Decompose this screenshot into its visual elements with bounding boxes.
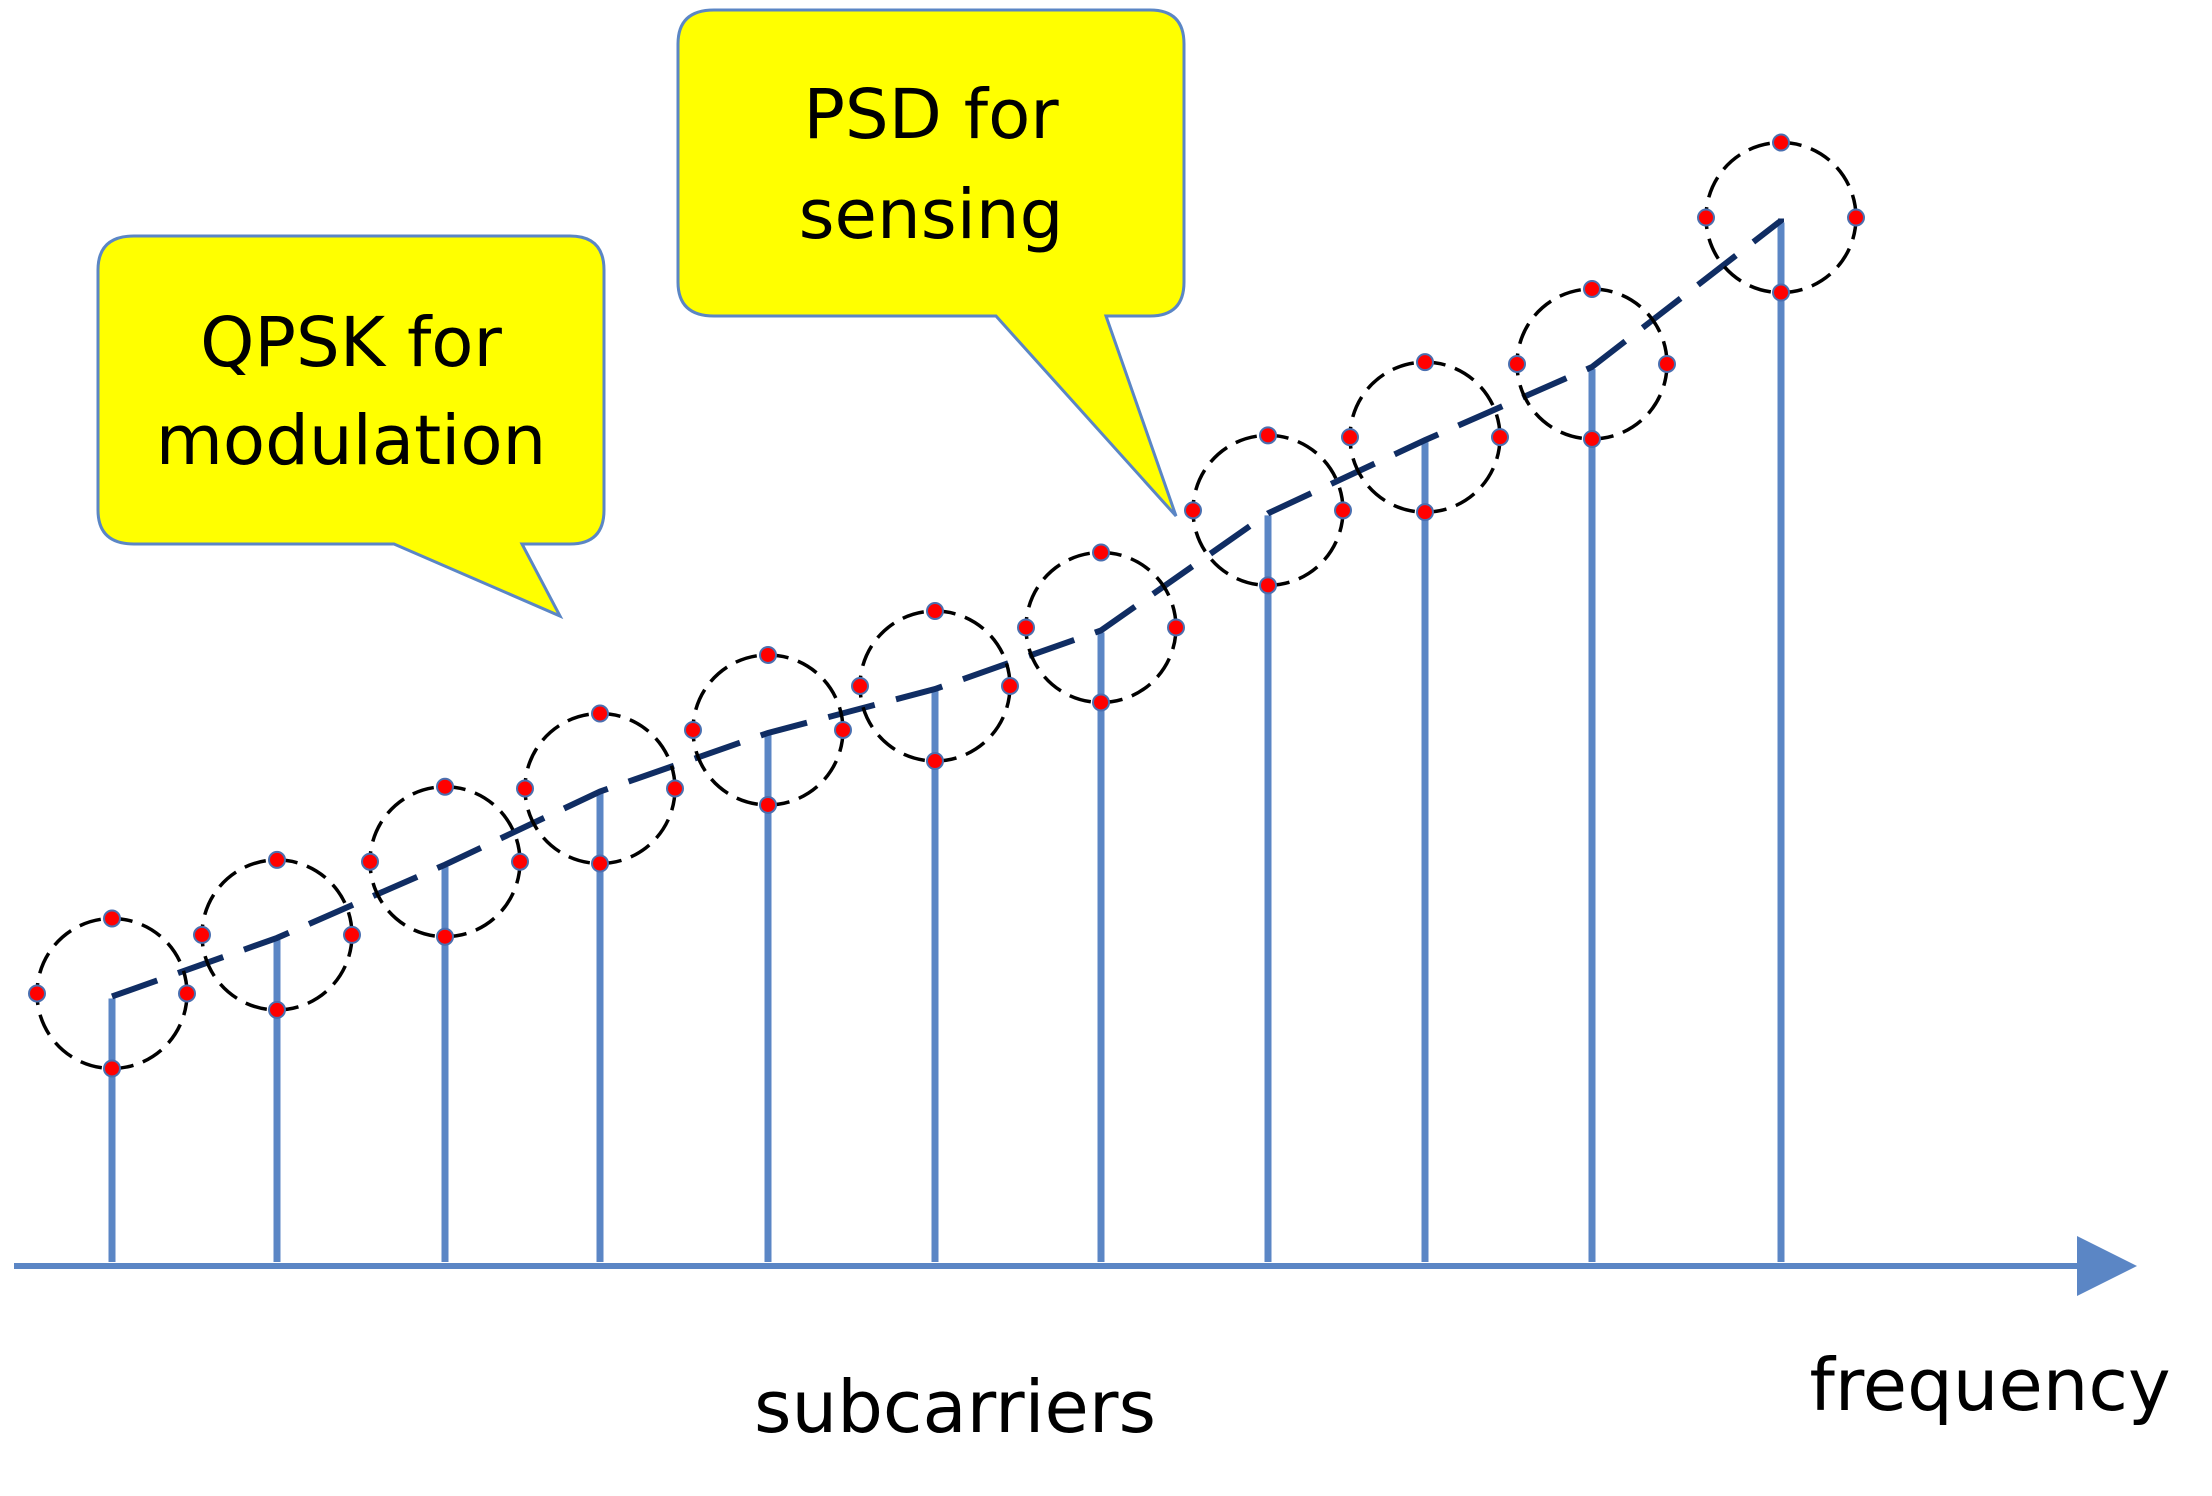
qpsk-point bbox=[178, 984, 196, 1003]
qpsk-point bbox=[1092, 693, 1110, 712]
qpsk-point bbox=[1334, 501, 1352, 520]
qpsk-point bbox=[1259, 426, 1277, 445]
qpsk-constellation bbox=[1341, 353, 1509, 522]
qpsk-point bbox=[436, 777, 454, 796]
qpsk-point bbox=[926, 752, 944, 771]
qpsk-point bbox=[1772, 283, 1790, 302]
callout-qpsk: QPSK for modulation bbox=[96, 234, 606, 620]
qpsk-constellation bbox=[193, 850, 361, 1019]
qpsk-point bbox=[1508, 354, 1526, 373]
qpsk-constellation bbox=[361, 777, 529, 946]
qpsk-point bbox=[193, 925, 211, 944]
qpsk-point bbox=[1184, 501, 1202, 520]
qpsk-point bbox=[361, 852, 379, 871]
qpsk-point bbox=[1416, 353, 1434, 372]
qpsk-point bbox=[666, 779, 684, 798]
qpsk-point bbox=[1697, 208, 1715, 227]
qpsk-point bbox=[1092, 543, 1110, 562]
qpsk-point bbox=[1583, 429, 1601, 448]
qpsk-point bbox=[1583, 279, 1601, 298]
callout-psd-line-2: sensing bbox=[799, 175, 1064, 255]
qpsk-constellation bbox=[851, 602, 1019, 771]
qpsk-point bbox=[436, 927, 454, 946]
qpsk-constellations bbox=[28, 133, 1865, 1078]
psd-envelope bbox=[110, 218, 1784, 1000]
qpsk-point bbox=[103, 1059, 121, 1078]
qpsk-point bbox=[1658, 354, 1676, 373]
qpsk-point bbox=[511, 852, 529, 871]
psd-dashed-line bbox=[110, 218, 1784, 1000]
qpsk-point bbox=[1847, 208, 1865, 227]
callout-qpsk-bubble bbox=[96, 234, 606, 620]
qpsk-point bbox=[268, 1000, 286, 1019]
callout-qpsk-line-2: modulation bbox=[156, 401, 547, 481]
xaxis-label: subcarriers bbox=[754, 1365, 1156, 1449]
qpsk-point bbox=[1167, 618, 1185, 637]
qpsk-point bbox=[1001, 677, 1019, 696]
subcarrier-stems bbox=[108, 222, 1785, 1262]
qpsk-point bbox=[759, 645, 777, 664]
qpsk-constellation bbox=[516, 704, 684, 873]
qpsk-point bbox=[926, 602, 944, 621]
callout-psd: PSD for sensing bbox=[676, 8, 1186, 518]
qpsk-point bbox=[759, 795, 777, 814]
qpsk-point bbox=[268, 850, 286, 869]
qpsk-constellation bbox=[1017, 543, 1185, 712]
qpsk-point bbox=[1017, 618, 1035, 637]
qpsk-point bbox=[851, 677, 869, 696]
qpsk-constellation bbox=[1508, 279, 1676, 448]
frequency-label: frequency bbox=[1809, 1343, 2170, 1427]
qpsk-point bbox=[103, 909, 121, 928]
qpsk-point bbox=[516, 779, 534, 798]
qpsk-point bbox=[1416, 503, 1434, 522]
qpsk-constellation bbox=[28, 909, 196, 1078]
qpsk-constellation bbox=[1697, 133, 1865, 302]
qpsk-point bbox=[1491, 428, 1509, 447]
callout-psd-bubble bbox=[676, 8, 1186, 518]
callout-psd-line-1: PSD for bbox=[803, 75, 1059, 155]
qpsk-point bbox=[1772, 133, 1790, 152]
qpsk-point bbox=[28, 984, 46, 1003]
qpsk-point bbox=[1259, 576, 1277, 595]
qpsk-point bbox=[591, 704, 609, 723]
qpsk-point bbox=[1341, 428, 1359, 447]
qpsk-point bbox=[591, 854, 609, 873]
qpsk-point bbox=[684, 720, 702, 739]
qpsk-point bbox=[343, 925, 361, 944]
qpsk-constellation bbox=[684, 645, 852, 814]
callout-qpsk-line-1: QPSK for bbox=[200, 303, 502, 383]
qpsk-point bbox=[834, 720, 852, 739]
qpsk-constellation bbox=[1184, 426, 1352, 595]
